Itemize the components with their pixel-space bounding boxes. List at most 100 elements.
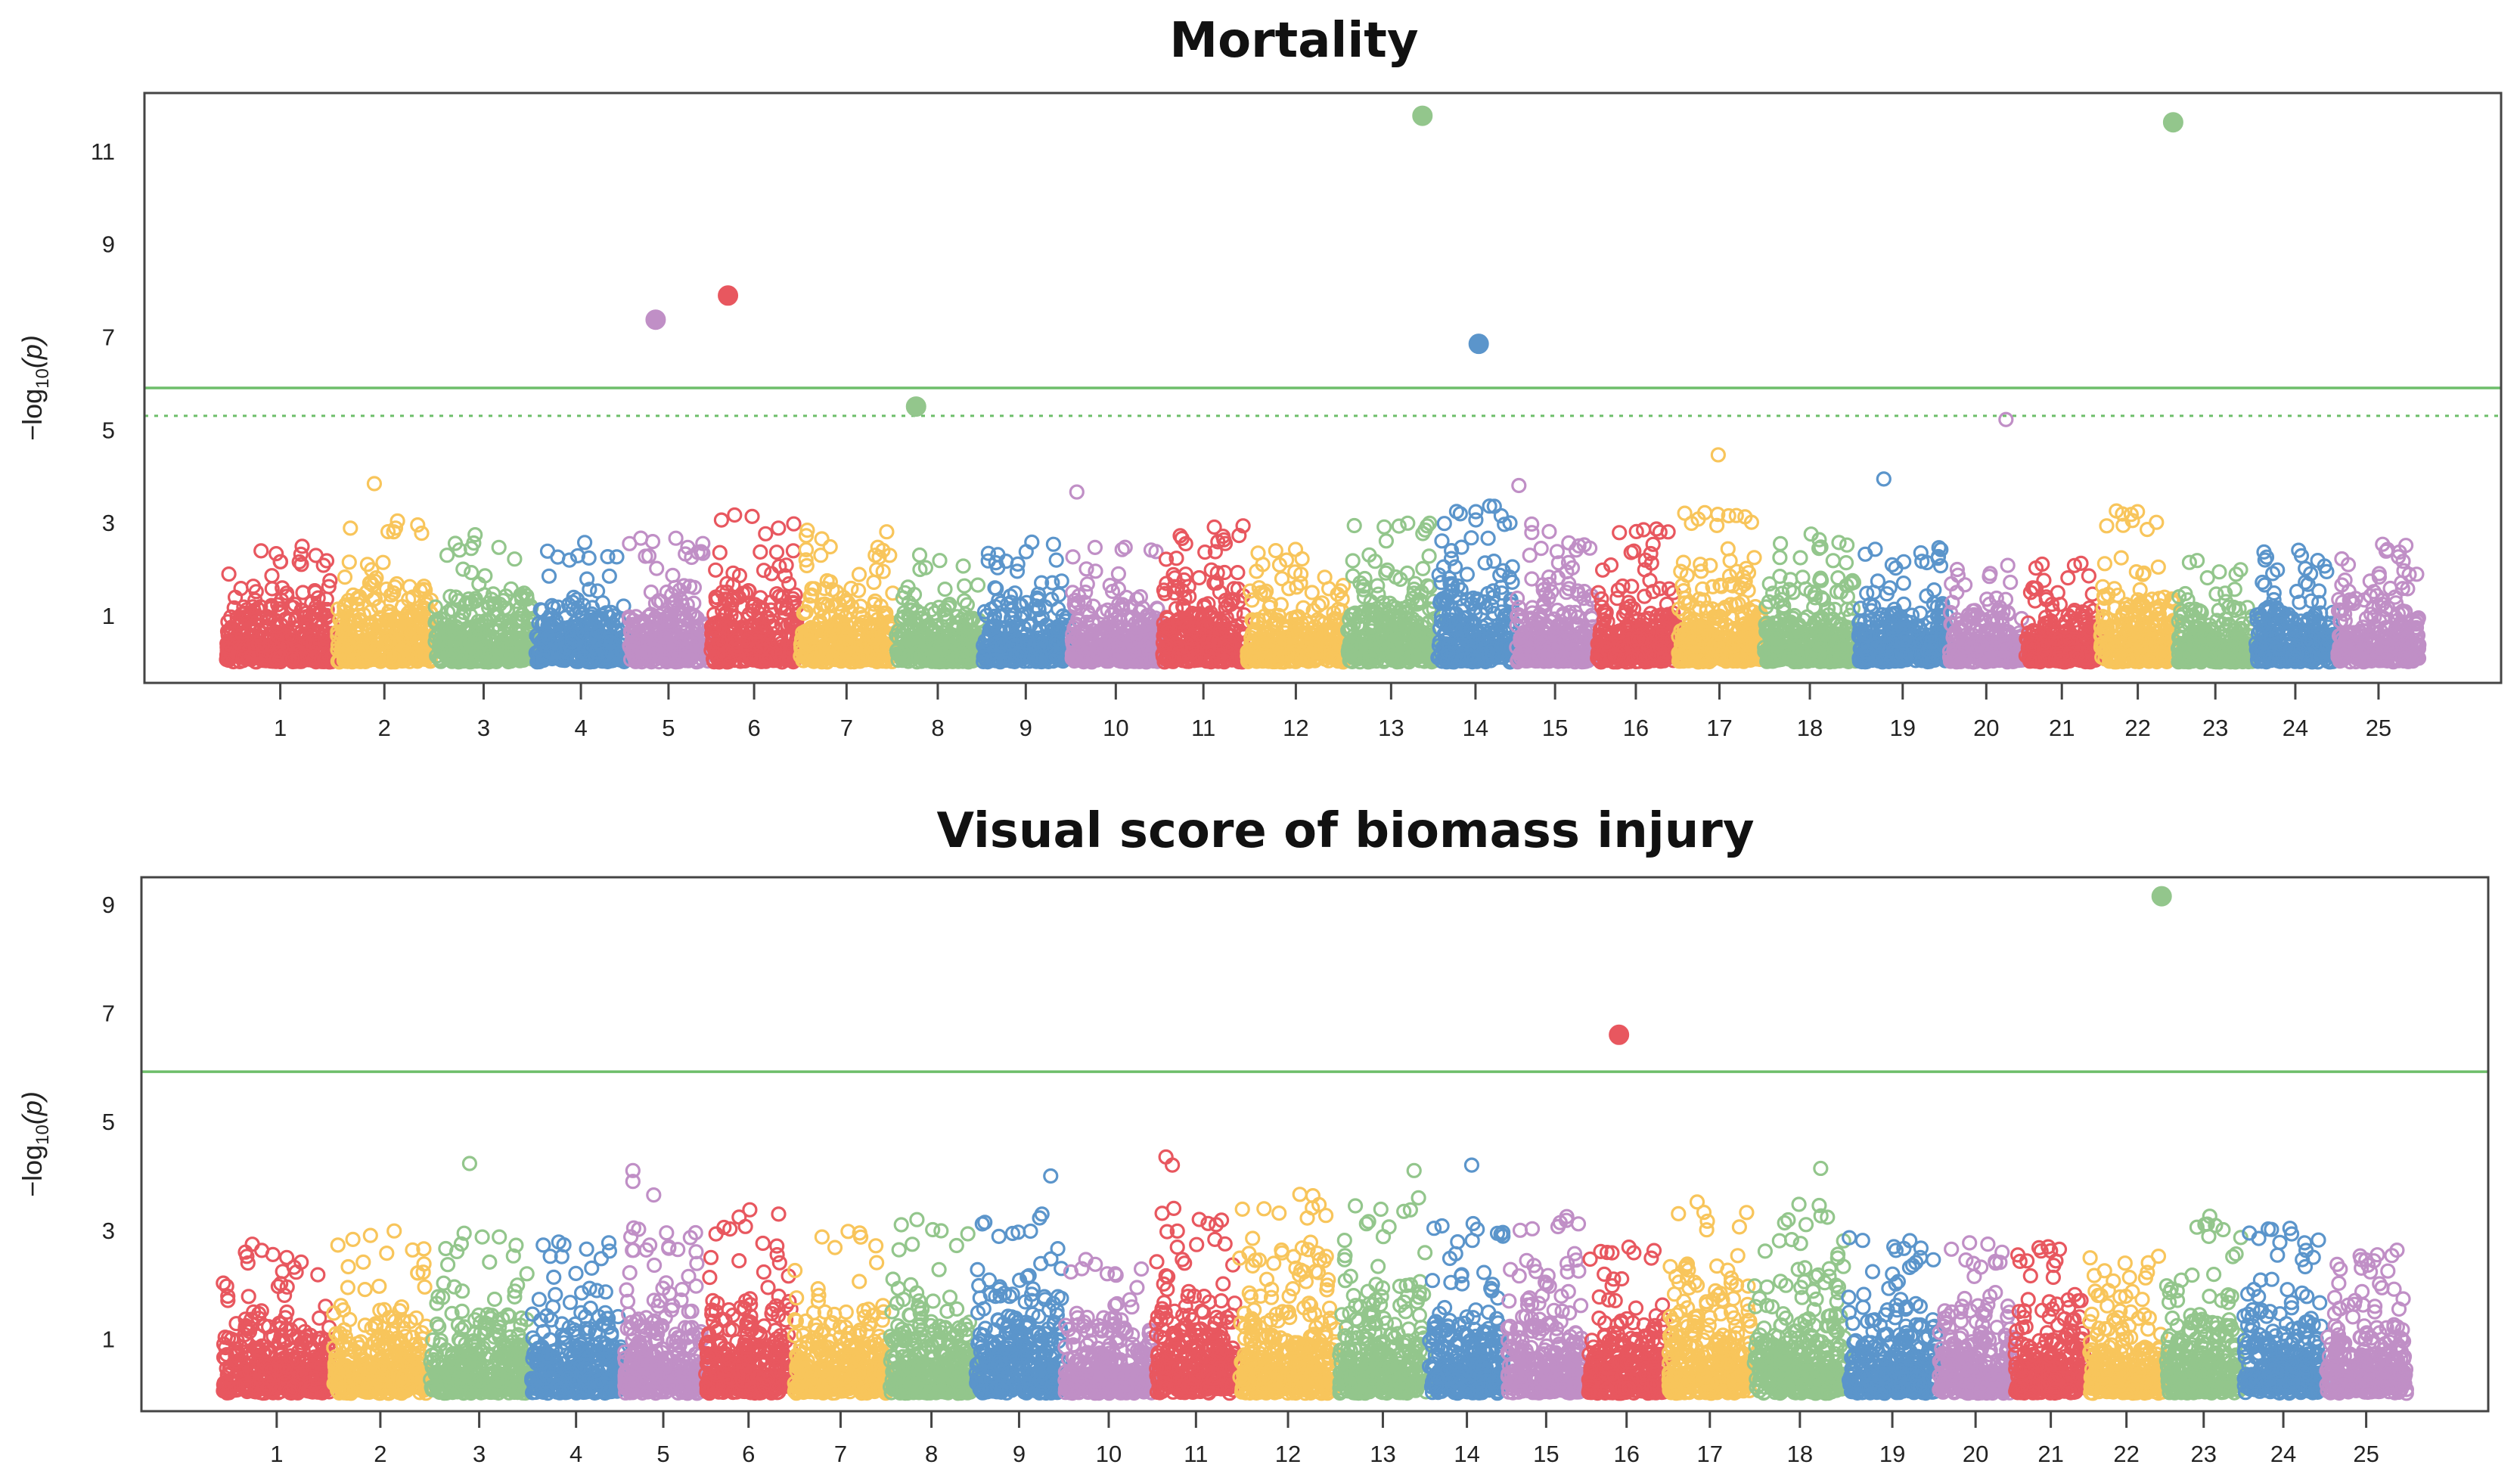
snp-point [355, 607, 371, 623]
snp-point [254, 638, 271, 653]
snp-point [1400, 515, 1416, 531]
snp-point [1065, 549, 1081, 565]
snp-point [345, 653, 361, 669]
snp-point [269, 618, 285, 635]
snp-point [293, 557, 309, 572]
snp-point [649, 560, 665, 576]
snp-point [481, 595, 497, 611]
panel-title: Mortality [1169, 13, 1418, 69]
snp-point [753, 544, 768, 560]
snp-points [219, 498, 2427, 670]
snp-point [308, 548, 324, 563]
snp-point [371, 598, 386, 615]
snp-point [764, 566, 780, 582]
snp-point [1317, 569, 1333, 585]
snp-point [413, 622, 429, 638]
snp-point [1448, 504, 1465, 520]
snp-point [253, 629, 269, 645]
snp-point [337, 597, 353, 613]
snp-point [375, 554, 391, 570]
snp-point [386, 579, 403, 595]
snp-point [1434, 533, 1450, 549]
snp-point [443, 652, 459, 669]
snp-point [479, 622, 495, 638]
snp-point [287, 653, 303, 669]
snp-point [462, 622, 479, 638]
snp-point [513, 610, 529, 626]
snp-point [1314, 595, 1330, 611]
snp-point [379, 618, 395, 634]
snp-point [380, 523, 396, 540]
snp-point [452, 613, 469, 628]
snp-point [342, 613, 358, 629]
snp-point [1391, 518, 1407, 534]
snp-point [516, 585, 532, 601]
snp-point [442, 588, 458, 604]
snp-point [436, 611, 452, 628]
snp-point [394, 598, 411, 615]
snp-point [955, 558, 971, 574]
snp-point [768, 545, 785, 560]
snp-point [851, 566, 867, 582]
snp-point [814, 531, 830, 547]
snp-point [275, 580, 290, 596]
snp-point [343, 520, 358, 536]
snp-point [264, 568, 280, 584]
snp-point [293, 546, 309, 563]
snp-point [956, 578, 973, 594]
snp-point [367, 573, 383, 589]
snp-point [306, 653, 321, 669]
snp-point [461, 591, 476, 607]
snp-point [1088, 563, 1103, 579]
snp-point [708, 562, 724, 578]
snp-point [291, 554, 307, 570]
snp-point [452, 653, 467, 669]
snp-point [822, 538, 838, 555]
snp-point [455, 561, 471, 577]
snp-point [365, 641, 381, 657]
snp-point [937, 581, 953, 597]
snp-point [1048, 552, 1064, 568]
snp-point [246, 603, 262, 619]
snp-point [911, 547, 928, 563]
snp-point [1415, 560, 1431, 577]
snp-point [1436, 516, 1452, 532]
snp-point [343, 596, 359, 613]
snp-point [576, 535, 593, 551]
snp-point [1268, 542, 1283, 559]
snp-point [307, 585, 323, 600]
snp-point [601, 568, 617, 584]
snp-point [495, 593, 511, 609]
snp-point [411, 631, 428, 648]
snp-point [785, 543, 802, 559]
snp-point [439, 548, 455, 563]
snp-point [1110, 566, 1127, 582]
snp-point [389, 513, 405, 529]
snp-point [268, 545, 284, 562]
snp-point [393, 650, 408, 666]
snp-point [786, 516, 802, 532]
snp-point [410, 517, 426, 533]
snp-point [932, 553, 948, 569]
snp-point [633, 530, 649, 546]
snp-point [464, 564, 479, 581]
snp-point [467, 591, 483, 607]
snp-point [253, 543, 269, 559]
snp-point [541, 568, 557, 584]
snp-point [1421, 548, 1437, 564]
snp-point [378, 581, 395, 597]
snp-point [313, 651, 329, 667]
snp-point [359, 557, 375, 572]
snp-point [665, 567, 681, 584]
snp-point [224, 619, 240, 635]
snp-point [476, 639, 492, 655]
snp-point [1078, 561, 1094, 577]
snp-point [508, 651, 524, 667]
snp-point [285, 600, 301, 616]
snp-point [405, 589, 421, 605]
snp-point [404, 608, 420, 624]
snp-point [447, 535, 464, 551]
snp-point [508, 630, 524, 647]
